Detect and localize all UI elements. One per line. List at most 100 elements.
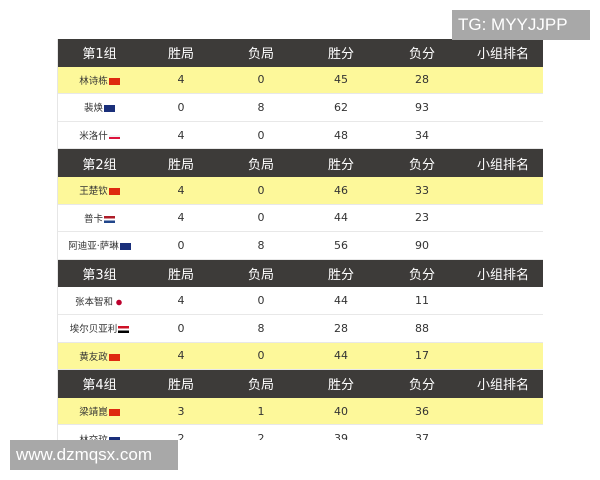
cell-l: 0 <box>257 128 265 142</box>
cell-pa: 11 <box>415 294 429 308</box>
cell-w: 4 <box>177 183 185 197</box>
column-header: 胜分 <box>327 268 354 284</box>
cell-l: 8 <box>257 238 265 252</box>
cell-l: 0 <box>257 73 265 87</box>
cell-pa: 36 <box>415 404 429 418</box>
china-flag-icon <box>108 77 120 85</box>
player-name: 王楚钦 <box>79 186 108 198</box>
cell-w: 4 <box>177 211 185 225</box>
player-cell: 黄友政 <box>58 349 141 363</box>
table-row: 米洛什 4 0 48 34 <box>58 121 543 150</box>
cell-w: 0 <box>177 321 185 335</box>
player-cell: 裴焕 <box>58 100 141 114</box>
cell-pa: 28 <box>415 73 429 87</box>
japan-flag-icon <box>114 298 124 306</box>
player-cell: 米洛什 <box>58 128 141 142</box>
australia-flag-icon <box>104 105 115 113</box>
cell-pa: 88 <box>415 321 429 335</box>
player-name: 普卡 <box>83 213 103 225</box>
cell-pf: 44 <box>334 294 348 308</box>
group-title: 第3组 <box>82 268 117 284</box>
cell-pf: 28 <box>334 321 348 335</box>
cell-pf: 46 <box>334 183 348 197</box>
player-name: 阿迪亚·萨琳 <box>68 241 119 253</box>
table-row: 黄友政 4 0 44 17 <box>58 342 543 371</box>
cell-l: 1 <box>257 404 265 418</box>
column-header: 胜局 <box>167 378 194 394</box>
group-title: 第1组 <box>82 47 117 63</box>
cell-pa: 34 <box>415 128 429 142</box>
player-name: 埃尔贝亚利 <box>69 324 118 336</box>
australia-flag-icon <box>108 436 120 440</box>
table-row: 普卡 4 0 44 23 <box>58 204 543 233</box>
column-header: 小组排名 <box>476 268 529 284</box>
netherlands-flag-icon <box>104 215 115 223</box>
cell-l: 8 <box>257 321 265 335</box>
column-header: 小组排名 <box>476 378 529 394</box>
player-name: 林诗栋 <box>79 75 108 87</box>
china-flag-icon <box>108 188 120 196</box>
cell-w: 4 <box>177 73 185 87</box>
player-name: 林交玟 <box>79 435 108 440</box>
cell-l: 0 <box>257 211 265 225</box>
column-header: 负局 <box>247 268 274 284</box>
table-row: 张本智和 4 0 44 11 <box>58 287 543 315</box>
player-name: 黄友政 <box>79 351 108 363</box>
cell-pa: 17 <box>415 349 429 363</box>
cell-pf: 44 <box>334 211 348 225</box>
poland-flag-icon <box>108 134 120 139</box>
column-header: 胜分 <box>327 157 354 173</box>
group-standings-table: 第1组 胜局 负局 胜分 负分 小组排名 林诗栋 4 0 45 28 裴焕 0 8 62 93 米洛什 4 0 48 3… <box>57 39 543 440</box>
cell-w: 4 <box>177 294 185 308</box>
column-header: 负局 <box>247 157 274 173</box>
player-name: 梁靖崑 <box>79 407 108 419</box>
cell-pf: 44 <box>334 349 348 363</box>
player-cell: 埃尔贝亚利 <box>58 321 141 335</box>
group-header: 第2组 胜局 负局 胜分 负分 小组排名 <box>58 149 543 177</box>
table-row: 埃尔贝亚利 0 8 28 88 <box>58 314 543 343</box>
group-title: 第2组 <box>82 157 117 173</box>
table-row: 王楚钦 4 0 46 33 <box>58 176 543 205</box>
column-header: 负分 <box>408 47 435 63</box>
column-header: 胜局 <box>167 268 194 284</box>
group-header: 第1组 胜局 负局 胜分 负分 小组排名 <box>58 39 543 67</box>
cell-pf: 45 <box>334 73 348 87</box>
player-name: 裴焕 <box>83 103 103 115</box>
australia-flag-icon <box>119 243 131 251</box>
cell-w: 0 <box>177 238 185 252</box>
cell-pa: 90 <box>415 238 429 252</box>
column-header: 负分 <box>408 268 435 284</box>
group-title: 第4组 <box>82 378 117 394</box>
column-header: 负分 <box>408 378 435 394</box>
cell-pf: 62 <box>334 100 348 114</box>
cell-w: 4 <box>177 128 185 142</box>
table-row: 裴焕 0 8 62 93 <box>58 94 543 122</box>
cell-w: 3 <box>177 404 185 418</box>
cell-l: 0 <box>257 183 265 197</box>
player-cell: 普卡 <box>58 211 141 225</box>
cell-w: 2 <box>177 432 185 440</box>
watermark-tg: TG: MYYJJPP <box>452 10 590 40</box>
cell-pa: 23 <box>415 211 429 225</box>
cell-l: 8 <box>257 100 265 114</box>
cell-pa: 37 <box>415 432 429 440</box>
column-header: 胜局 <box>167 157 194 173</box>
table-row: 林交玟 2 2 39 37 <box>58 425 543 440</box>
column-header: 小组排名 <box>476 47 529 63</box>
player-name: 米洛什 <box>79 131 108 143</box>
group-header: 第4组 胜局 负局 胜分 负分 小组排名 <box>58 370 543 398</box>
table-row: 林诗栋 4 0 45 28 <box>58 66 543 95</box>
table-row: 阿迪亚·萨琳 0 8 56 90 <box>58 232 543 260</box>
cell-pf: 48 <box>334 128 348 142</box>
watermark-url: www.dzmqsx.com <box>10 440 178 470</box>
cell-l: 2 <box>257 432 265 440</box>
player-name: 张本智和 <box>74 296 113 308</box>
cell-pf: 39 <box>334 432 348 440</box>
china-flag-icon <box>108 353 120 361</box>
cell-pf: 56 <box>334 238 348 252</box>
cell-l: 0 <box>257 294 265 308</box>
cell-pa: 93 <box>415 100 429 114</box>
column-header: 负局 <box>247 378 274 394</box>
player-cell: 张本智和 <box>58 294 141 308</box>
column-header: 小组排名 <box>476 157 529 173</box>
